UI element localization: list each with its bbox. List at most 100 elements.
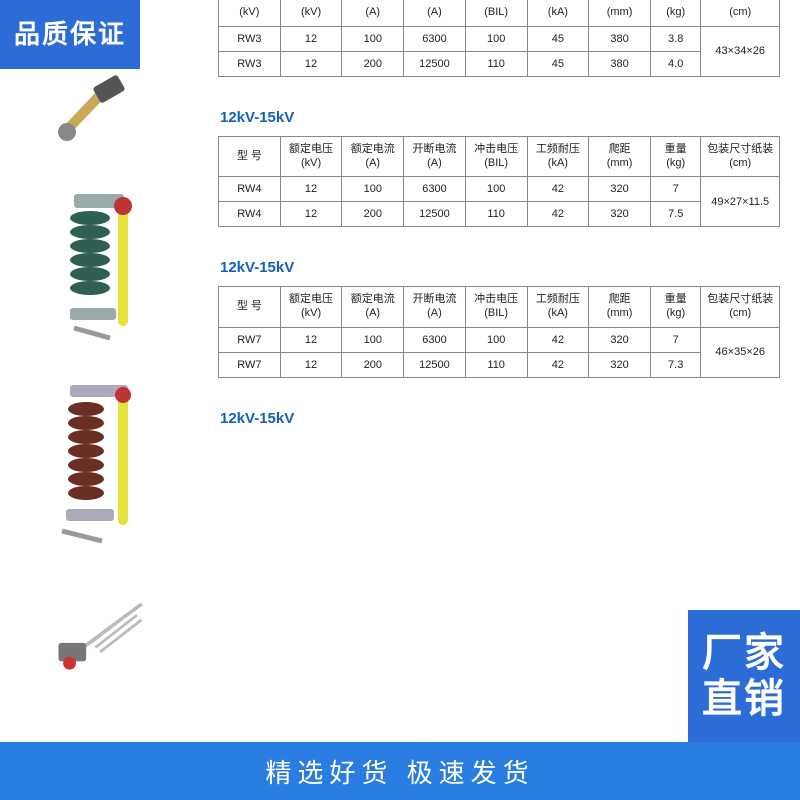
product-image-column: [0, 0, 200, 800]
cell-wt: 7.3: [650, 352, 700, 377]
cell-brk: 6300: [404, 26, 466, 51]
cell-crp: 380: [589, 26, 651, 51]
cell-crp: 320: [589, 177, 651, 202]
table-row: RW3 12 100 6300 100 45 380 3.8 43×34×26: [219, 26, 780, 51]
cell-model: RW4: [219, 177, 281, 202]
cell-crp: 320: [589, 352, 651, 377]
hdr-kv: 额定电压(kV): [280, 136, 342, 177]
hdr-a: 额定电流(A): [342, 287, 404, 328]
cell-model: RW3: [219, 26, 281, 51]
hdr-crp: 爬距(mm): [589, 136, 651, 177]
hdr-brk: (A): [404, 0, 466, 26]
cell-a: 100: [342, 177, 404, 202]
cell-crp: 320: [589, 202, 651, 227]
catalog-page: (kV) (kV) (A) (A) (BIL) (kA) (mm) (kg) (…: [0, 0, 800, 800]
cell-packing: 49×27×11.5: [701, 177, 780, 227]
hdr-pkg: (cm): [701, 0, 780, 26]
cell-kv: 12: [280, 177, 342, 202]
hdr-bil: 冲击电压(BIL): [465, 287, 527, 328]
spec-block-1: 12kV-15kV 型 号 额定电压(kV) 额定电流(A) 开断电流(A) 冲…: [218, 109, 780, 228]
hdr-wt: 重量(kg): [650, 136, 700, 177]
hdr-kv: (kV): [280, 0, 342, 26]
cell-bil: 100: [465, 26, 527, 51]
cell-brk: 12500: [404, 352, 466, 377]
table-row: RW7 12 200 12500 110 42 320 7.3: [219, 352, 780, 377]
cell-pf: 42: [527, 202, 589, 227]
hdr-crp: 爬距(mm): [589, 287, 651, 328]
quality-badge: 品质保证: [0, 0, 140, 69]
spec-block-3: 12kV-15kV: [218, 410, 780, 427]
badge-text: 品质保证: [14, 19, 126, 49]
hdr-brk: 开断电流(A): [404, 136, 466, 177]
cell-a: 200: [342, 51, 404, 76]
cell-kv: 12: [280, 26, 342, 51]
cell-model: RW7: [219, 352, 281, 377]
table-row: RW3 12 200 12500 110 45 380 4.0: [219, 51, 780, 76]
hdr-bil: (BIL): [465, 0, 527, 26]
hdr-wt: 重量(kg): [650, 287, 700, 328]
cell-model: RW7: [219, 327, 281, 352]
cell-pf: 42: [527, 352, 589, 377]
cell-a: 200: [342, 202, 404, 227]
table-row: RW4 12 100 6300 100 42 320 7 49×27×11.5: [219, 177, 780, 202]
hdr-kv: 额定电压(kV): [280, 287, 342, 328]
product-image-rw7: [40, 381, 160, 546]
cell-kv: 12: [280, 202, 342, 227]
cell-pf: 42: [527, 177, 589, 202]
cell-brk: 12500: [404, 202, 466, 227]
cell-packing: 46×35×26: [701, 327, 780, 377]
cell-brk: 6300: [404, 327, 466, 352]
product-image-next: [40, 584, 160, 674]
cell-bil: 110: [465, 202, 527, 227]
table-header-row: 型 号 额定电压(kV) 额定电流(A) 开断电流(A) 冲击电压(BIL) 工…: [219, 136, 780, 177]
cell-packing: 43×34×26: [701, 26, 780, 76]
cell-wt: 7: [650, 327, 700, 352]
hdr-pf: 工频耐压(kA): [527, 136, 589, 177]
cell-model: RW4: [219, 202, 281, 227]
cell-bil: 110: [465, 352, 527, 377]
spec-table-2: 型 号 额定电压(kV) 额定电流(A) 开断电流(A) 冲击电压(BIL) 工…: [218, 286, 780, 378]
hdr-a: 额定电流(A): [342, 136, 404, 177]
hdr-pf: 工频耐压(kA): [527, 287, 589, 328]
cell-brk: 6300: [404, 177, 466, 202]
cell-wt: 3.8: [650, 26, 700, 51]
hdr-bil: 冲击电压(BIL): [465, 136, 527, 177]
hdr-model: 型 号: [219, 287, 281, 328]
table-row: RW4 12 200 12500 110 42 320 7.5: [219, 202, 780, 227]
cell-bil: 100: [465, 177, 527, 202]
spec-block-2: 12kV-15kV 型 号 额定电压(kV) 额定电流(A) 开断电流(A) 冲…: [218, 259, 780, 378]
cell-a: 100: [342, 26, 404, 51]
cell-bil: 110: [465, 51, 527, 76]
promo-bar: 精选好货 极速发货: [0, 742, 800, 800]
hdr-pf: (kA): [527, 0, 589, 26]
product-image-rw3: [40, 72, 160, 150]
promo-text: 精选好货 极速发货: [265, 753, 534, 790]
hdr-a: (A): [342, 0, 404, 26]
badge-line1: 厂家: [702, 630, 786, 676]
factory-direct-badge: 厂家 直销: [688, 610, 800, 742]
cell-pf: 45: [527, 51, 589, 76]
cell-kv: 12: [280, 327, 342, 352]
spec-table-1: 型 号 额定电压(kV) 额定电流(A) 开断电流(A) 冲击电压(BIL) 工…: [218, 136, 780, 228]
cell-a: 100: [342, 327, 404, 352]
table-header-row: (kV) (kV) (A) (A) (BIL) (kA) (mm) (kg) (…: [219, 0, 780, 26]
hdr-pkg: 包装尺寸纸装(cm): [701, 136, 780, 177]
hdr-model: 型 号: [219, 136, 281, 177]
hdr-pkg: 包装尺寸纸装(cm): [701, 287, 780, 328]
spec-table-0: (kV) (kV) (A) (A) (BIL) (kA) (mm) (kg) (…: [218, 0, 780, 77]
table-row: RW7 12 100 6300 100 42 320 7 46×35×26: [219, 327, 780, 352]
cell-a: 200: [342, 352, 404, 377]
hdr-wt: (kg): [650, 0, 700, 26]
cell-brk: 12500: [404, 51, 466, 76]
table-header-row: 型 号 额定电压(kV) 额定电流(A) 开断电流(A) 冲击电压(BIL) 工…: [219, 287, 780, 328]
block-title: 12kV-15kV: [220, 410, 780, 427]
block-title: 12kV-15kV: [220, 109, 780, 126]
cell-kv: 12: [280, 51, 342, 76]
cell-kv: 12: [280, 352, 342, 377]
cell-pf: 45: [527, 26, 589, 51]
cell-model: RW3: [219, 51, 281, 76]
block-title: 12kV-15kV: [220, 259, 780, 276]
cell-bil: 100: [465, 327, 527, 352]
cell-crp: 320: [589, 327, 651, 352]
cell-crp: 380: [589, 51, 651, 76]
